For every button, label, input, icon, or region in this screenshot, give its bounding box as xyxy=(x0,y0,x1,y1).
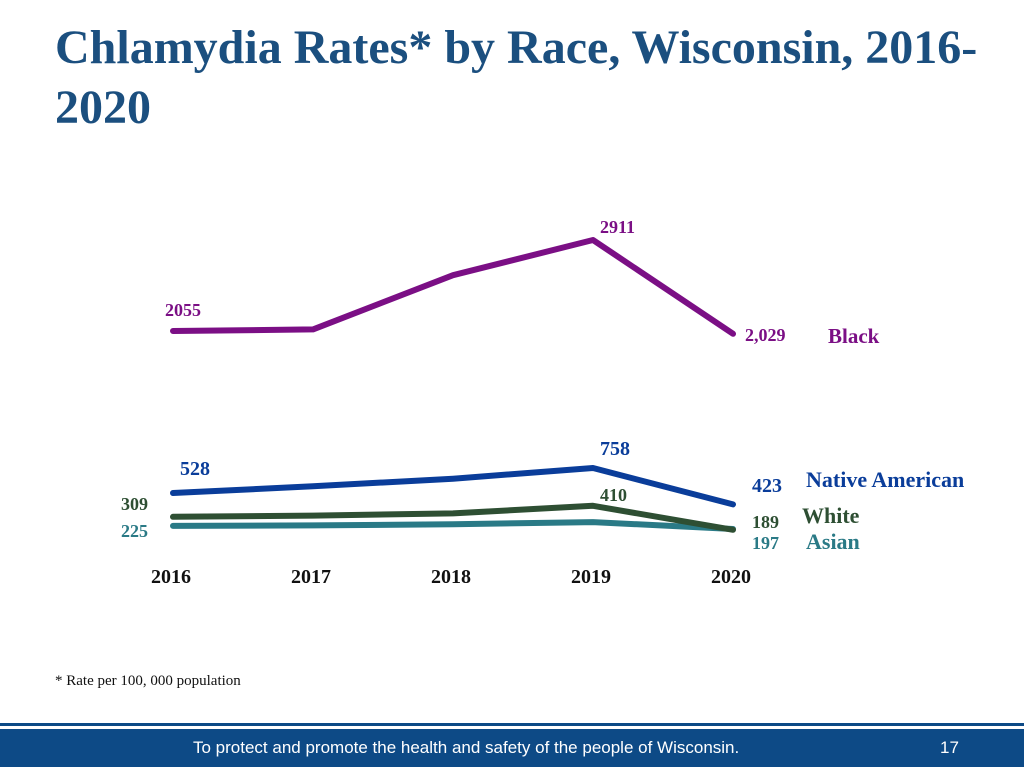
series-name-label: Black xyxy=(828,324,880,348)
data-label: 528 xyxy=(180,458,210,480)
data-label: 197 xyxy=(752,533,779,553)
data-label: 423 xyxy=(752,475,782,497)
data-label: 410 xyxy=(600,485,627,505)
series-line-black xyxy=(170,237,736,337)
x-tick-label: 2019 xyxy=(571,566,611,588)
line-chart: 2055 2911 2,029 528 758 423 309 410 189 225 197 Bla… xyxy=(121,217,964,588)
page-title: Chlamydia Rates* by Race, Wisconsin, 201… xyxy=(55,21,978,134)
series-line-asian xyxy=(170,519,736,532)
series-name-label: Asian xyxy=(806,529,860,554)
footer-bar: To protect and promote the health and sa… xyxy=(0,726,1024,767)
series-name-label: Native American xyxy=(806,467,964,492)
data-label: 189 xyxy=(752,512,779,532)
series-name-label: White xyxy=(802,503,860,528)
data-label: 309 xyxy=(121,494,148,514)
x-tick-label: 2020 xyxy=(711,566,751,588)
data-label: 2,029 xyxy=(745,325,786,345)
footer-tagline: To protect and promote the health and sa… xyxy=(193,738,740,757)
data-label: 2055 xyxy=(165,300,201,320)
series-line-white xyxy=(170,502,736,533)
data-label: 2911 xyxy=(600,217,635,237)
page-number: 17 xyxy=(940,738,959,757)
x-tick-label: 2018 xyxy=(431,566,471,588)
series-line-native-american xyxy=(170,465,736,508)
x-tick-label: 2017 xyxy=(291,566,331,588)
data-label: 758 xyxy=(600,438,630,460)
x-tick-label: 2016 xyxy=(151,566,191,588)
data-label: 225 xyxy=(121,521,148,541)
footnote: * Rate per 100, 000 population xyxy=(55,673,241,689)
